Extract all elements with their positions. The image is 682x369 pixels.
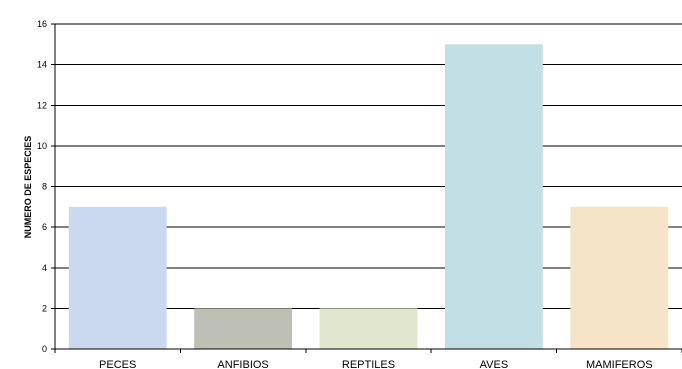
y-tick-label: 0: [42, 344, 47, 354]
y-axis-title: NUMERO DE ESPECIES: [23, 136, 33, 239]
bar-reptiles: [319, 308, 418, 349]
y-tick-label: 10: [37, 141, 47, 151]
bar-peces: [68, 206, 167, 349]
bar-mamiferos: [570, 206, 669, 349]
y-tick-label: 8: [42, 182, 47, 192]
x-category-label: AVES: [480, 359, 509, 369]
x-category-label: REPTILES: [342, 359, 395, 369]
bar-anfibios: [194, 308, 293, 349]
x-category-label: ANFIBIOS: [217, 359, 268, 369]
axes: [51, 23, 682, 353]
y-tick-label: 14: [37, 60, 47, 70]
bars: [68, 44, 669, 349]
y-tick-label: 12: [37, 100, 47, 110]
x-category-label: PECES: [99, 359, 136, 369]
x-category-labels: PECES ANFIBIOS REPTILES AVES MAMIFEROS: [99, 359, 653, 369]
bar-aves: [444, 44, 543, 349]
x-category-label: MAMIFEROS: [586, 359, 653, 369]
y-tick-label: 2: [42, 303, 47, 313]
y-tick-label: 6: [42, 222, 47, 232]
y-tick-label: 16: [37, 19, 47, 29]
y-tick-label: 4: [42, 263, 47, 273]
y-tick-labels: 0 2 4 6 8 10 12 14 16: [37, 19, 47, 354]
